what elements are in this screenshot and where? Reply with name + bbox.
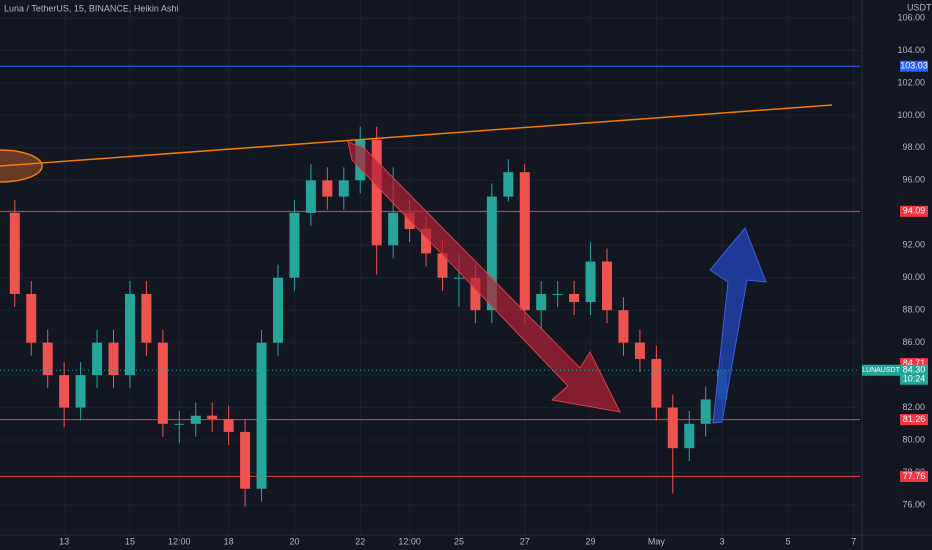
symbol-tag bbox=[862, 364, 900, 376]
candle-body bbox=[92, 342, 103, 376]
currency-label: USDT bbox=[907, 2, 932, 12]
candle-body bbox=[536, 293, 547, 311]
x-tick-label: 3 bbox=[720, 536, 725, 546]
candle-body bbox=[651, 358, 662, 408]
candle-body bbox=[552, 293, 563, 295]
x-tick-label: 12:00 bbox=[398, 536, 421, 546]
y-tick-label: 96.00 bbox=[902, 175, 925, 185]
symbol-label: LUNAUSDT bbox=[862, 367, 900, 374]
candle-body bbox=[190, 415, 201, 424]
candle-body bbox=[207, 415, 218, 419]
level-tag bbox=[900, 470, 928, 482]
candle-body bbox=[305, 180, 316, 213]
x-tick-label: 18 bbox=[224, 536, 234, 546]
candle-body bbox=[108, 342, 119, 376]
chart-title: Luna / TetherUS, 15, BINANCE, Heikin Ash… bbox=[4, 3, 178, 13]
x-tick-label: 5 bbox=[785, 536, 790, 546]
candle-body bbox=[437, 253, 448, 278]
y-tick-label: 98.00 bbox=[902, 142, 925, 152]
y-tick-label: 90.00 bbox=[902, 272, 925, 282]
y-tick-label: 102.00 bbox=[897, 77, 925, 87]
high-label: 84.71 bbox=[903, 358, 926, 368]
candle-body bbox=[585, 261, 596, 303]
candle-body bbox=[684, 423, 695, 449]
high-tag bbox=[900, 358, 928, 370]
candle-body bbox=[667, 407, 678, 449]
x-tick-label: May bbox=[648, 536, 666, 546]
x-tick-label: 25 bbox=[454, 536, 464, 546]
candle-body bbox=[421, 229, 432, 254]
drawings bbox=[0, 104, 833, 424]
candle-body bbox=[141, 293, 152, 343]
candle-body bbox=[26, 293, 37, 343]
candle-body bbox=[240, 431, 251, 489]
level-tag bbox=[900, 414, 928, 426]
candle-body bbox=[470, 277, 481, 311]
grid bbox=[0, 0, 860, 535]
candle-body bbox=[388, 212, 399, 246]
candle-body bbox=[634, 342, 645, 359]
y-tick-label: 82.00 bbox=[902, 402, 925, 412]
x-tick-label: 15 bbox=[125, 536, 135, 546]
y-tick-label: 86.00 bbox=[902, 337, 925, 347]
candle-body bbox=[453, 277, 464, 279]
x-tick-label: 13 bbox=[59, 536, 69, 546]
candle-body bbox=[289, 212, 300, 278]
level-label: 77.76 bbox=[903, 471, 926, 481]
candle-body bbox=[519, 172, 530, 311]
level-tag bbox=[900, 60, 928, 72]
candle-body bbox=[124, 293, 135, 376]
x-tick-label: 27 bbox=[520, 536, 530, 546]
y-tick-label: 104.00 bbox=[897, 45, 925, 55]
x-tick-label: 7 bbox=[851, 536, 856, 546]
level-tag bbox=[900, 205, 928, 217]
candle-body bbox=[273, 277, 284, 343]
level-label: 103.03 bbox=[900, 61, 928, 71]
candle-body bbox=[42, 342, 53, 376]
y-tick-label: 100.00 bbox=[897, 110, 925, 120]
candle-body bbox=[9, 212, 20, 294]
x-tick-label: 29 bbox=[586, 536, 596, 546]
candle-body bbox=[322, 180, 333, 197]
candle-body bbox=[569, 293, 580, 303]
candle-body bbox=[503, 172, 514, 197]
y-tick-label: 76.00 bbox=[902, 499, 925, 509]
candle-body bbox=[618, 310, 629, 343]
candle-body bbox=[223, 418, 234, 432]
candle-body bbox=[602, 261, 613, 311]
level-label: 94.09 bbox=[903, 206, 926, 216]
candle-body bbox=[338, 180, 349, 197]
candle-body bbox=[371, 139, 382, 246]
last-price-tag bbox=[900, 364, 928, 385]
y-tick-label: 106.00 bbox=[897, 12, 925, 22]
y-tick-label: 92.00 bbox=[902, 240, 925, 250]
ellipse-drawing bbox=[0, 149, 43, 183]
x-tick-label: 12:00 bbox=[168, 536, 191, 546]
axes: 76.0078.0080.0082.0084.0086.0088.0090.00… bbox=[0, 12, 928, 546]
candle-body bbox=[174, 423, 185, 425]
up-arrow bbox=[709, 227, 767, 424]
level-label: 81.26 bbox=[903, 414, 926, 424]
last-price-label: 84.30 bbox=[903, 365, 926, 375]
countdown-label: 10:24 bbox=[903, 374, 926, 384]
candle-body bbox=[59, 375, 70, 408]
candle-body bbox=[75, 375, 86, 408]
y-tick-label: 80.00 bbox=[902, 434, 925, 444]
trend-line bbox=[0, 104, 833, 167]
candle-body bbox=[700, 399, 711, 424]
candle-body bbox=[486, 196, 497, 311]
x-tick-label: 20 bbox=[289, 536, 299, 546]
candle-body bbox=[256, 342, 267, 489]
x-tick-label: 22 bbox=[355, 536, 365, 546]
levels bbox=[0, 65, 860, 477]
down-arrow bbox=[347, 141, 621, 413]
candle-body bbox=[157, 342, 168, 424]
y-tick-label: 88.00 bbox=[902, 305, 925, 315]
